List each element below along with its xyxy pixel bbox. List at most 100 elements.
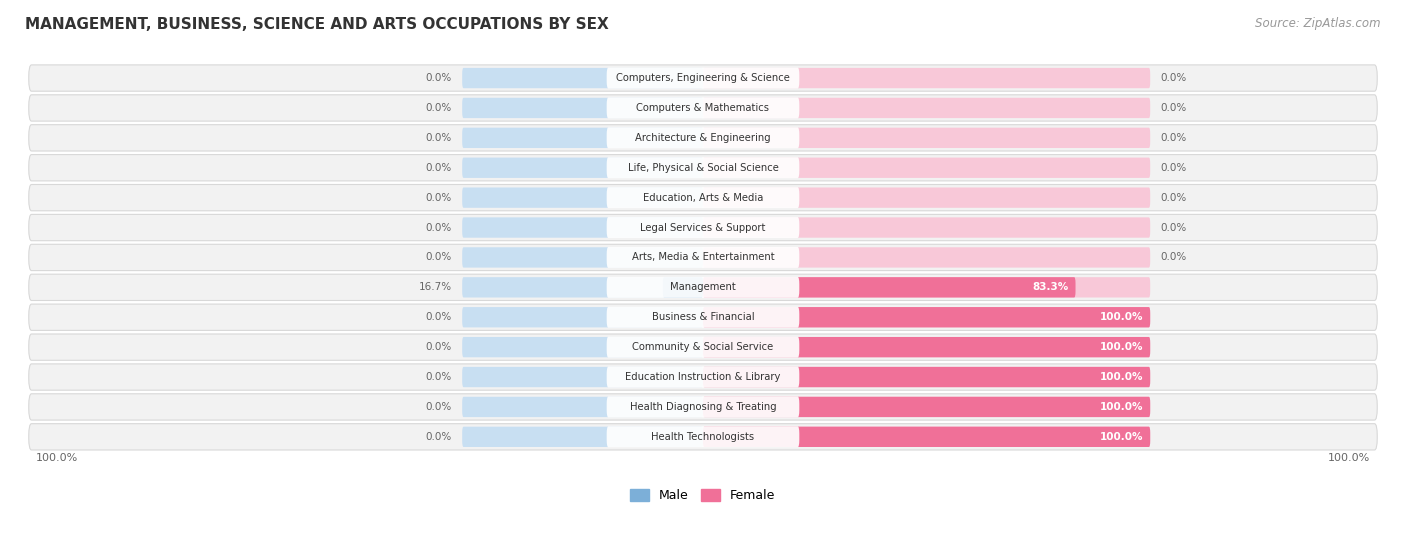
FancyBboxPatch shape: [703, 277, 1076, 297]
FancyBboxPatch shape: [28, 65, 1378, 91]
FancyBboxPatch shape: [703, 427, 1150, 447]
FancyBboxPatch shape: [703, 187, 1150, 208]
FancyBboxPatch shape: [28, 184, 1378, 211]
FancyBboxPatch shape: [463, 427, 703, 447]
FancyBboxPatch shape: [28, 334, 1378, 361]
FancyBboxPatch shape: [606, 247, 800, 268]
Text: 100.0%: 100.0%: [35, 453, 77, 463]
FancyBboxPatch shape: [28, 394, 1378, 420]
Text: 0.0%: 0.0%: [426, 133, 451, 143]
FancyBboxPatch shape: [463, 158, 703, 178]
Text: 0.0%: 0.0%: [1160, 133, 1187, 143]
FancyBboxPatch shape: [703, 367, 1150, 387]
Text: 0.0%: 0.0%: [1160, 253, 1187, 262]
FancyBboxPatch shape: [463, 367, 703, 387]
Text: 100.0%: 100.0%: [1099, 372, 1143, 382]
Text: 100.0%: 100.0%: [1099, 402, 1143, 412]
FancyBboxPatch shape: [606, 97, 800, 119]
Text: 100.0%: 100.0%: [1099, 342, 1143, 352]
FancyBboxPatch shape: [28, 424, 1378, 450]
Text: 0.0%: 0.0%: [426, 312, 451, 322]
FancyBboxPatch shape: [463, 247, 703, 268]
FancyBboxPatch shape: [606, 277, 800, 298]
Text: 0.0%: 0.0%: [426, 163, 451, 173]
FancyBboxPatch shape: [463, 337, 703, 357]
FancyBboxPatch shape: [606, 157, 800, 178]
FancyBboxPatch shape: [606, 127, 800, 148]
Text: 0.0%: 0.0%: [426, 103, 451, 113]
FancyBboxPatch shape: [28, 215, 1378, 241]
FancyBboxPatch shape: [28, 244, 1378, 271]
Text: 83.3%: 83.3%: [1032, 282, 1069, 292]
Text: 0.0%: 0.0%: [1160, 193, 1187, 203]
Text: 0.0%: 0.0%: [426, 342, 451, 352]
FancyBboxPatch shape: [606, 187, 800, 208]
FancyBboxPatch shape: [703, 367, 1150, 387]
Text: Legal Services & Support: Legal Services & Support: [640, 222, 766, 233]
FancyBboxPatch shape: [28, 274, 1378, 301]
FancyBboxPatch shape: [703, 337, 1150, 357]
Text: Community & Social Service: Community & Social Service: [633, 342, 773, 352]
FancyBboxPatch shape: [703, 68, 1150, 88]
FancyBboxPatch shape: [703, 127, 1150, 148]
FancyBboxPatch shape: [703, 307, 1150, 328]
Text: Health Technologists: Health Technologists: [651, 432, 755, 442]
FancyBboxPatch shape: [463, 277, 703, 297]
Text: 0.0%: 0.0%: [1160, 103, 1187, 113]
FancyBboxPatch shape: [463, 397, 703, 417]
Text: MANAGEMENT, BUSINESS, SCIENCE AND ARTS OCCUPATIONS BY SEX: MANAGEMENT, BUSINESS, SCIENCE AND ARTS O…: [25, 17, 609, 32]
FancyBboxPatch shape: [703, 98, 1150, 118]
Text: 0.0%: 0.0%: [426, 253, 451, 262]
Text: 0.0%: 0.0%: [426, 73, 451, 83]
Text: 0.0%: 0.0%: [426, 372, 451, 382]
FancyBboxPatch shape: [703, 307, 1150, 328]
FancyBboxPatch shape: [703, 277, 1150, 297]
FancyBboxPatch shape: [662, 277, 703, 297]
Text: Life, Physical & Social Science: Life, Physical & Social Science: [627, 163, 779, 173]
FancyBboxPatch shape: [606, 337, 800, 358]
FancyBboxPatch shape: [606, 307, 800, 328]
Text: 0.0%: 0.0%: [1160, 73, 1187, 83]
Text: 100.0%: 100.0%: [1099, 432, 1143, 442]
Text: 0.0%: 0.0%: [1160, 163, 1187, 173]
Text: Education Instruction & Library: Education Instruction & Library: [626, 372, 780, 382]
Text: 0.0%: 0.0%: [426, 222, 451, 233]
Text: Business & Financial: Business & Financial: [652, 312, 754, 322]
FancyBboxPatch shape: [463, 217, 703, 238]
Text: 100.0%: 100.0%: [1329, 453, 1371, 463]
Text: 16.7%: 16.7%: [419, 282, 451, 292]
FancyBboxPatch shape: [28, 125, 1378, 151]
Text: Health Diagnosing & Treating: Health Diagnosing & Treating: [630, 402, 776, 412]
Text: Computers & Mathematics: Computers & Mathematics: [637, 103, 769, 113]
FancyBboxPatch shape: [703, 158, 1150, 178]
FancyBboxPatch shape: [463, 127, 703, 148]
Text: Computers, Engineering & Science: Computers, Engineering & Science: [616, 73, 790, 83]
FancyBboxPatch shape: [606, 367, 800, 387]
Text: Management: Management: [671, 282, 735, 292]
FancyBboxPatch shape: [28, 95, 1378, 121]
FancyBboxPatch shape: [703, 397, 1150, 417]
FancyBboxPatch shape: [463, 68, 703, 88]
FancyBboxPatch shape: [28, 364, 1378, 390]
FancyBboxPatch shape: [463, 187, 703, 208]
FancyBboxPatch shape: [606, 396, 800, 418]
FancyBboxPatch shape: [606, 68, 800, 88]
Text: 0.0%: 0.0%: [426, 432, 451, 442]
FancyBboxPatch shape: [463, 307, 703, 328]
FancyBboxPatch shape: [606, 217, 800, 238]
Text: Architecture & Engineering: Architecture & Engineering: [636, 133, 770, 143]
FancyBboxPatch shape: [463, 98, 703, 118]
Text: Source: ZipAtlas.com: Source: ZipAtlas.com: [1256, 17, 1381, 30]
Legend: Male, Female: Male, Female: [626, 484, 780, 508]
Text: 0.0%: 0.0%: [426, 193, 451, 203]
Text: 0.0%: 0.0%: [426, 402, 451, 412]
FancyBboxPatch shape: [606, 427, 800, 447]
FancyBboxPatch shape: [703, 337, 1150, 357]
Text: Education, Arts & Media: Education, Arts & Media: [643, 193, 763, 203]
Text: Arts, Media & Entertainment: Arts, Media & Entertainment: [631, 253, 775, 262]
Text: 0.0%: 0.0%: [1160, 222, 1187, 233]
FancyBboxPatch shape: [703, 217, 1150, 238]
FancyBboxPatch shape: [703, 247, 1150, 268]
Text: 100.0%: 100.0%: [1099, 312, 1143, 322]
FancyBboxPatch shape: [28, 155, 1378, 181]
